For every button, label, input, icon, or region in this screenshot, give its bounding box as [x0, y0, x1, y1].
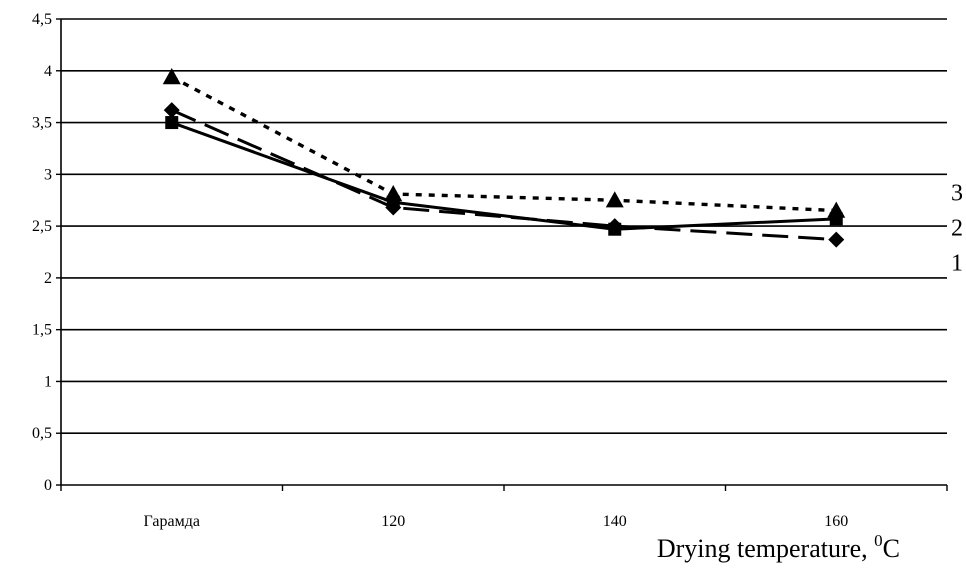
triangle-marker [605, 191, 624, 208]
series [162, 67, 846, 248]
square-marker [165, 116, 179, 130]
triangle-marker [162, 67, 181, 85]
y-tick-labels: 0 0,5 1 1,5 2 2,5 3 3,5 4 4,5 [32, 11, 52, 494]
series-line [170, 75, 837, 213]
y-tick-label: 3 [44, 166, 52, 183]
y-tick-label: 2 [44, 270, 52, 287]
y-tick-label: 0,5 [32, 425, 52, 442]
x-tick-label: 120 [381, 513, 405, 530]
diamond-marker [828, 231, 845, 248]
triangle-marker [384, 185, 403, 202]
series-label: 3 [951, 180, 963, 206]
gridlines [61, 18, 947, 435]
y-tick-label: 1 [44, 373, 52, 390]
y-tick-label: 4,5 [32, 11, 52, 28]
series-3 [162, 67, 846, 218]
y-tick-label: 0 [44, 477, 52, 494]
x-tick-label: 160 [824, 513, 848, 530]
y-tick-label: 4 [44, 63, 52, 80]
y-tick-label: 1,5 [32, 322, 52, 339]
y-tick-label: 3,5 [32, 115, 52, 132]
axes [56, 18, 948, 491]
x-tick-label: Гарамда [144, 513, 200, 530]
series-line [171, 108, 837, 242]
series-labels: 3 2 1 [951, 180, 963, 276]
x-axis-title: Drying temperature, 0C [657, 531, 900, 563]
triangle-marker [827, 201, 846, 218]
x-tick-label: 140 [603, 513, 627, 530]
series-2 [165, 116, 843, 236]
square-marker [608, 222, 622, 236]
x-tick-labels: Гарамда 120 140 160 [144, 513, 849, 530]
y-tick-label: 2,5 [32, 218, 52, 235]
diamond-marker [163, 102, 180, 119]
series-label: 2 [951, 215, 963, 241]
series-line [171, 121, 837, 231]
series-label: 1 [951, 250, 963, 276]
